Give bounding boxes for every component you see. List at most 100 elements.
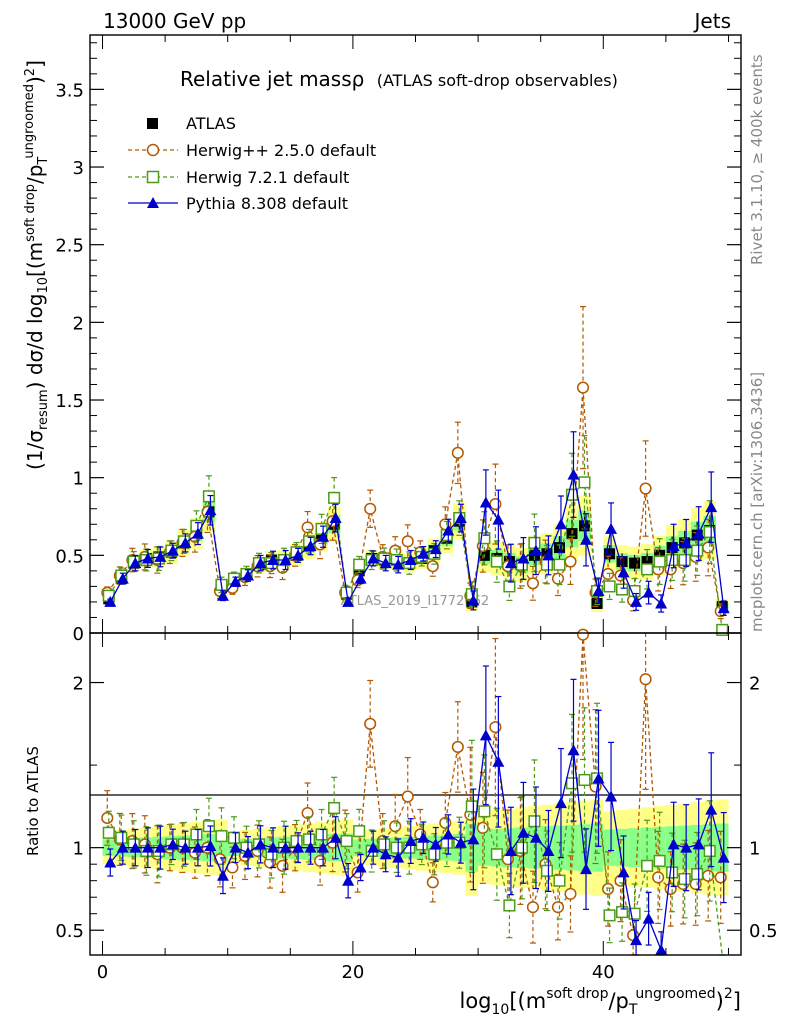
- data-point: [401, 790, 414, 803]
- y-tick-label: 2.5: [55, 236, 84, 257]
- data-point: [378, 838, 391, 851]
- data-point: [605, 790, 618, 802]
- data-point: [465, 800, 478, 813]
- data-point: [451, 740, 464, 753]
- data-point: [528, 815, 541, 828]
- data-point: [641, 556, 653, 568]
- data-point: [467, 833, 480, 845]
- data-point: [578, 476, 591, 489]
- y-tick-label: 0: [73, 624, 84, 645]
- data-point: [667, 838, 680, 850]
- data-point: [655, 944, 668, 956]
- rivet-version-label: Rivet 3.1.10, ≥ 400k events: [748, 54, 766, 265]
- data-point: [492, 513, 505, 525]
- data-point: [628, 585, 641, 598]
- data-point: [204, 840, 217, 852]
- data-point: [703, 844, 716, 858]
- legend-label-pythia: Pythia 8.308 default: [186, 194, 348, 213]
- data-point: [680, 536, 693, 548]
- data-point: [314, 854, 327, 867]
- data-point: [492, 755, 505, 767]
- data-point: [354, 572, 367, 584]
- data-point: [304, 540, 317, 552]
- data-point: [426, 876, 439, 889]
- data-point: [528, 536, 541, 549]
- data-point: [567, 468, 580, 480]
- data-point: [716, 623, 729, 636]
- data-point: [579, 520, 591, 532]
- data-point: [353, 558, 366, 571]
- x-tick-label: 20: [341, 962, 364, 983]
- data-point: [379, 848, 392, 860]
- data-point: [479, 496, 492, 508]
- ratio-tick-label-left: 1: [73, 839, 84, 860]
- data-point: [526, 901, 539, 914]
- data-point: [616, 556, 628, 568]
- data-point: [292, 549, 305, 561]
- data-point: [540, 864, 554, 877]
- data-point: [190, 828, 203, 841]
- data-point: [279, 841, 292, 853]
- data-point: [504, 844, 517, 856]
- data-point: [328, 801, 341, 815]
- data-point: [141, 552, 154, 564]
- data-point: [476, 821, 489, 834]
- data-point: [580, 863, 593, 875]
- data-point: [515, 841, 528, 854]
- ratio-tick-label-left: 2: [73, 674, 84, 695]
- data-point: [241, 846, 254, 858]
- data-point: [392, 558, 405, 570]
- data-point: [667, 540, 680, 552]
- data-point: [303, 833, 316, 846]
- data-point: [454, 836, 467, 848]
- data-point: [478, 532, 491, 545]
- analysis-watermark: ATLAS_2019_I1772062: [341, 594, 489, 609]
- x-tick-label: 0: [97, 962, 108, 983]
- chart-title: Relative jet massρ (ATLAS soft-drop obse…: [180, 67, 618, 91]
- data-point: [401, 535, 414, 548]
- data-point: [489, 498, 502, 511]
- data-point: [279, 553, 292, 565]
- data-point: [389, 820, 402, 833]
- data-point: [680, 841, 693, 853]
- data-point: [517, 552, 530, 564]
- data-point: [504, 557, 517, 569]
- data-point: [428, 848, 441, 861]
- data-point: [301, 521, 314, 534]
- data-point: [166, 544, 179, 556]
- data-point: [467, 594, 480, 606]
- data-point: [664, 882, 677, 895]
- data-point: [328, 491, 341, 504]
- ratio-band-inner: [628, 828, 641, 868]
- data-point: [392, 851, 405, 863]
- data-point: [653, 555, 666, 568]
- y-tick-label: 3.5: [55, 80, 84, 101]
- data-point: [229, 841, 242, 853]
- main-y-axis-label: (1/σresum) dσ/d log10[(msoft drop/pTungr…: [22, 60, 51, 470]
- data-point: [517, 826, 530, 838]
- data-point: [639, 673, 652, 686]
- data-point: [553, 874, 566, 887]
- data-point: [115, 831, 128, 844]
- data-point: [292, 841, 305, 853]
- data-point: [503, 899, 516, 912]
- data-point: [542, 549, 555, 561]
- data-point: [179, 841, 192, 853]
- data-point: [601, 567, 615, 581]
- ratio-series-pythia: [104, 665, 730, 956]
- data-point: [426, 560, 439, 573]
- data-point: [254, 838, 267, 850]
- data-point: [379, 557, 392, 569]
- data-point: [565, 777, 579, 790]
- y-tick-label: 1.5: [55, 391, 84, 412]
- data-point: [364, 717, 377, 730]
- data-point: [101, 811, 114, 824]
- data-point: [454, 512, 467, 524]
- legend-label-herwig7: Herwig 7.2.1 default: [186, 168, 349, 187]
- data-point: [304, 841, 317, 853]
- data-point: [154, 841, 167, 853]
- data-point: [553, 558, 566, 571]
- data-point: [702, 869, 715, 882]
- ratio-band-inner: [603, 829, 616, 866]
- data-point: [540, 558, 554, 571]
